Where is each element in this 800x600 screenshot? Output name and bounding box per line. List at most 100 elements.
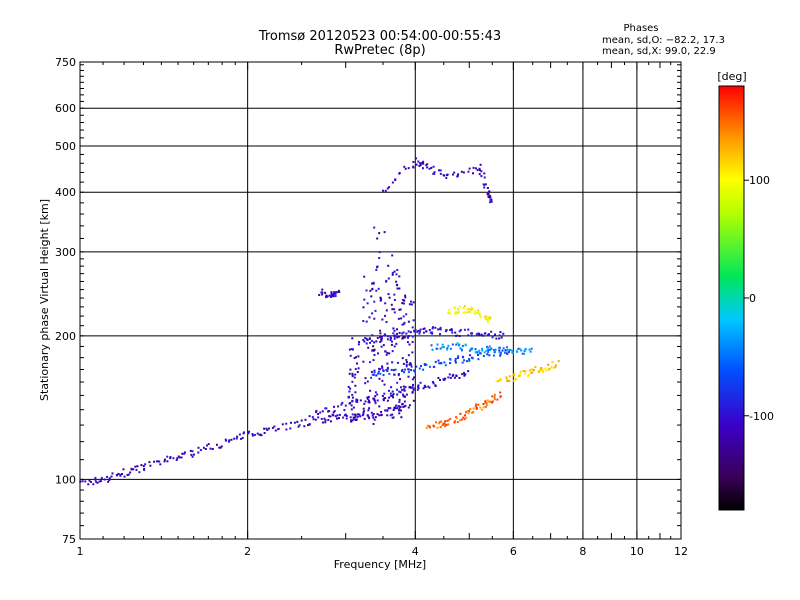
data-point xyxy=(289,427,292,430)
data-point xyxy=(336,291,339,294)
data-point xyxy=(410,363,412,366)
data-point xyxy=(463,328,466,331)
data-point xyxy=(540,369,543,372)
data-point xyxy=(99,480,102,483)
data-point xyxy=(447,311,450,314)
data-point xyxy=(329,415,332,418)
data-point xyxy=(402,299,405,301)
data-point xyxy=(357,367,360,370)
data-point xyxy=(419,328,422,331)
data-point xyxy=(479,169,481,172)
data-point xyxy=(348,372,351,375)
data-point xyxy=(481,347,483,350)
data-point xyxy=(407,335,410,337)
data-point xyxy=(444,420,447,423)
data-point xyxy=(367,401,370,404)
data-point xyxy=(509,349,512,351)
data-point xyxy=(320,417,323,420)
data-point xyxy=(402,336,405,338)
data-point xyxy=(384,314,386,317)
data-point xyxy=(408,404,411,407)
data-point xyxy=(441,343,444,346)
data-point xyxy=(402,331,405,334)
data-point xyxy=(365,342,368,345)
data-point xyxy=(399,378,401,381)
data-point xyxy=(479,314,482,317)
data-point xyxy=(369,389,372,392)
data-point xyxy=(391,340,393,343)
data-point xyxy=(315,411,318,414)
data-point xyxy=(478,350,481,353)
data-point xyxy=(434,326,437,329)
data-point xyxy=(374,400,377,403)
data-point xyxy=(377,370,380,373)
data-point xyxy=(405,358,408,361)
data-point xyxy=(394,407,397,410)
data-point xyxy=(520,349,523,352)
data-point xyxy=(366,302,369,305)
data-point xyxy=(374,416,377,419)
data-point xyxy=(398,398,401,401)
data-point xyxy=(169,456,172,458)
data-point xyxy=(96,481,99,484)
data-point xyxy=(463,373,466,376)
data-point xyxy=(350,348,353,350)
data-point xyxy=(263,427,266,430)
data-point xyxy=(243,431,245,434)
data-point xyxy=(514,378,517,381)
data-point xyxy=(499,354,502,357)
data-point xyxy=(355,400,358,403)
data-point xyxy=(523,350,526,353)
data-point xyxy=(531,371,534,374)
data-point xyxy=(390,337,392,339)
data-point xyxy=(482,355,485,357)
data-point xyxy=(468,308,471,310)
data-point xyxy=(538,370,541,373)
data-point xyxy=(408,385,411,388)
data-point xyxy=(456,334,459,337)
data-point xyxy=(432,165,435,168)
data-point xyxy=(460,418,463,421)
data-point xyxy=(424,364,427,367)
data-point xyxy=(405,332,408,335)
data-point xyxy=(441,346,444,349)
data-point xyxy=(476,406,478,409)
data-point xyxy=(192,453,195,456)
data-point xyxy=(490,347,493,350)
data-point xyxy=(456,357,459,359)
data-point xyxy=(422,368,425,371)
data-point xyxy=(391,361,394,364)
data-point xyxy=(422,331,425,334)
data-point xyxy=(362,306,365,309)
data-point xyxy=(462,311,465,314)
data-point xyxy=(496,398,499,401)
data-point xyxy=(380,345,383,348)
data-point xyxy=(519,370,522,373)
data-point xyxy=(459,412,462,415)
data-point xyxy=(106,475,108,478)
data-point xyxy=(448,373,451,376)
data-point xyxy=(144,463,147,466)
data-point xyxy=(392,327,395,330)
data-point xyxy=(477,403,480,406)
data-point xyxy=(439,326,442,329)
data-point xyxy=(491,336,494,339)
data-point xyxy=(197,451,200,454)
data-point xyxy=(412,161,415,163)
data-point xyxy=(542,369,544,372)
data-point xyxy=(368,399,370,402)
data-point xyxy=(493,396,496,399)
data-point xyxy=(446,347,449,350)
data-point xyxy=(385,279,388,282)
data-point xyxy=(387,264,390,267)
data-point xyxy=(374,395,377,398)
y-axis-label: Stationary phase Virtual Height [km] xyxy=(38,199,51,401)
data-point xyxy=(413,376,416,379)
data-point xyxy=(483,172,486,175)
data-point xyxy=(523,352,525,355)
data-point xyxy=(407,375,410,378)
data-point xyxy=(220,445,223,448)
data-point xyxy=(494,333,496,336)
data-point xyxy=(471,347,474,350)
data-point xyxy=(447,344,450,347)
